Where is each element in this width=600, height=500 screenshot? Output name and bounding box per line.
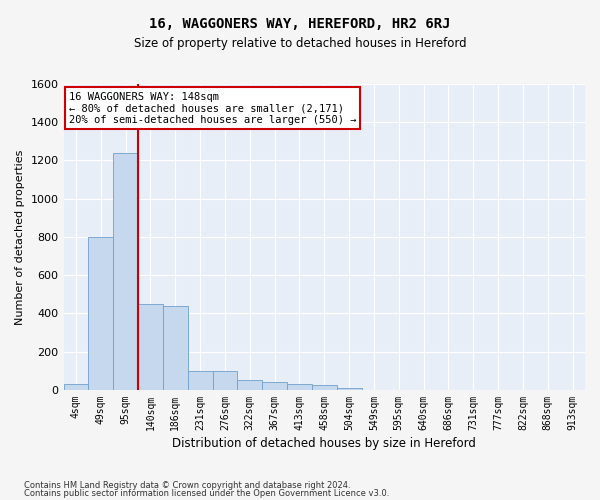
Bar bbox=[337, 388, 362, 390]
Bar bbox=[64, 384, 88, 390]
Text: Contains HM Land Registry data © Crown copyright and database right 2024.: Contains HM Land Registry data © Crown c… bbox=[24, 480, 350, 490]
Bar bbox=[312, 385, 337, 390]
Text: Size of property relative to detached houses in Hereford: Size of property relative to detached ho… bbox=[134, 38, 466, 51]
Bar bbox=[287, 384, 312, 390]
Bar bbox=[88, 237, 113, 390]
Bar bbox=[262, 382, 287, 390]
Text: 16, WAGGONERS WAY, HEREFORD, HR2 6RJ: 16, WAGGONERS WAY, HEREFORD, HR2 6RJ bbox=[149, 18, 451, 32]
Bar bbox=[238, 380, 262, 390]
Bar bbox=[113, 153, 138, 390]
Bar bbox=[212, 371, 238, 390]
Bar bbox=[138, 304, 163, 390]
Text: 16 WAGGONERS WAY: 148sqm
← 80% of detached houses are smaller (2,171)
20% of sem: 16 WAGGONERS WAY: 148sqm ← 80% of detach… bbox=[69, 92, 356, 125]
Bar bbox=[188, 371, 212, 390]
Bar bbox=[163, 306, 188, 390]
X-axis label: Distribution of detached houses by size in Hereford: Distribution of detached houses by size … bbox=[172, 437, 476, 450]
Y-axis label: Number of detached properties: Number of detached properties bbox=[15, 150, 25, 324]
Text: Contains public sector information licensed under the Open Government Licence v3: Contains public sector information licen… bbox=[24, 489, 389, 498]
